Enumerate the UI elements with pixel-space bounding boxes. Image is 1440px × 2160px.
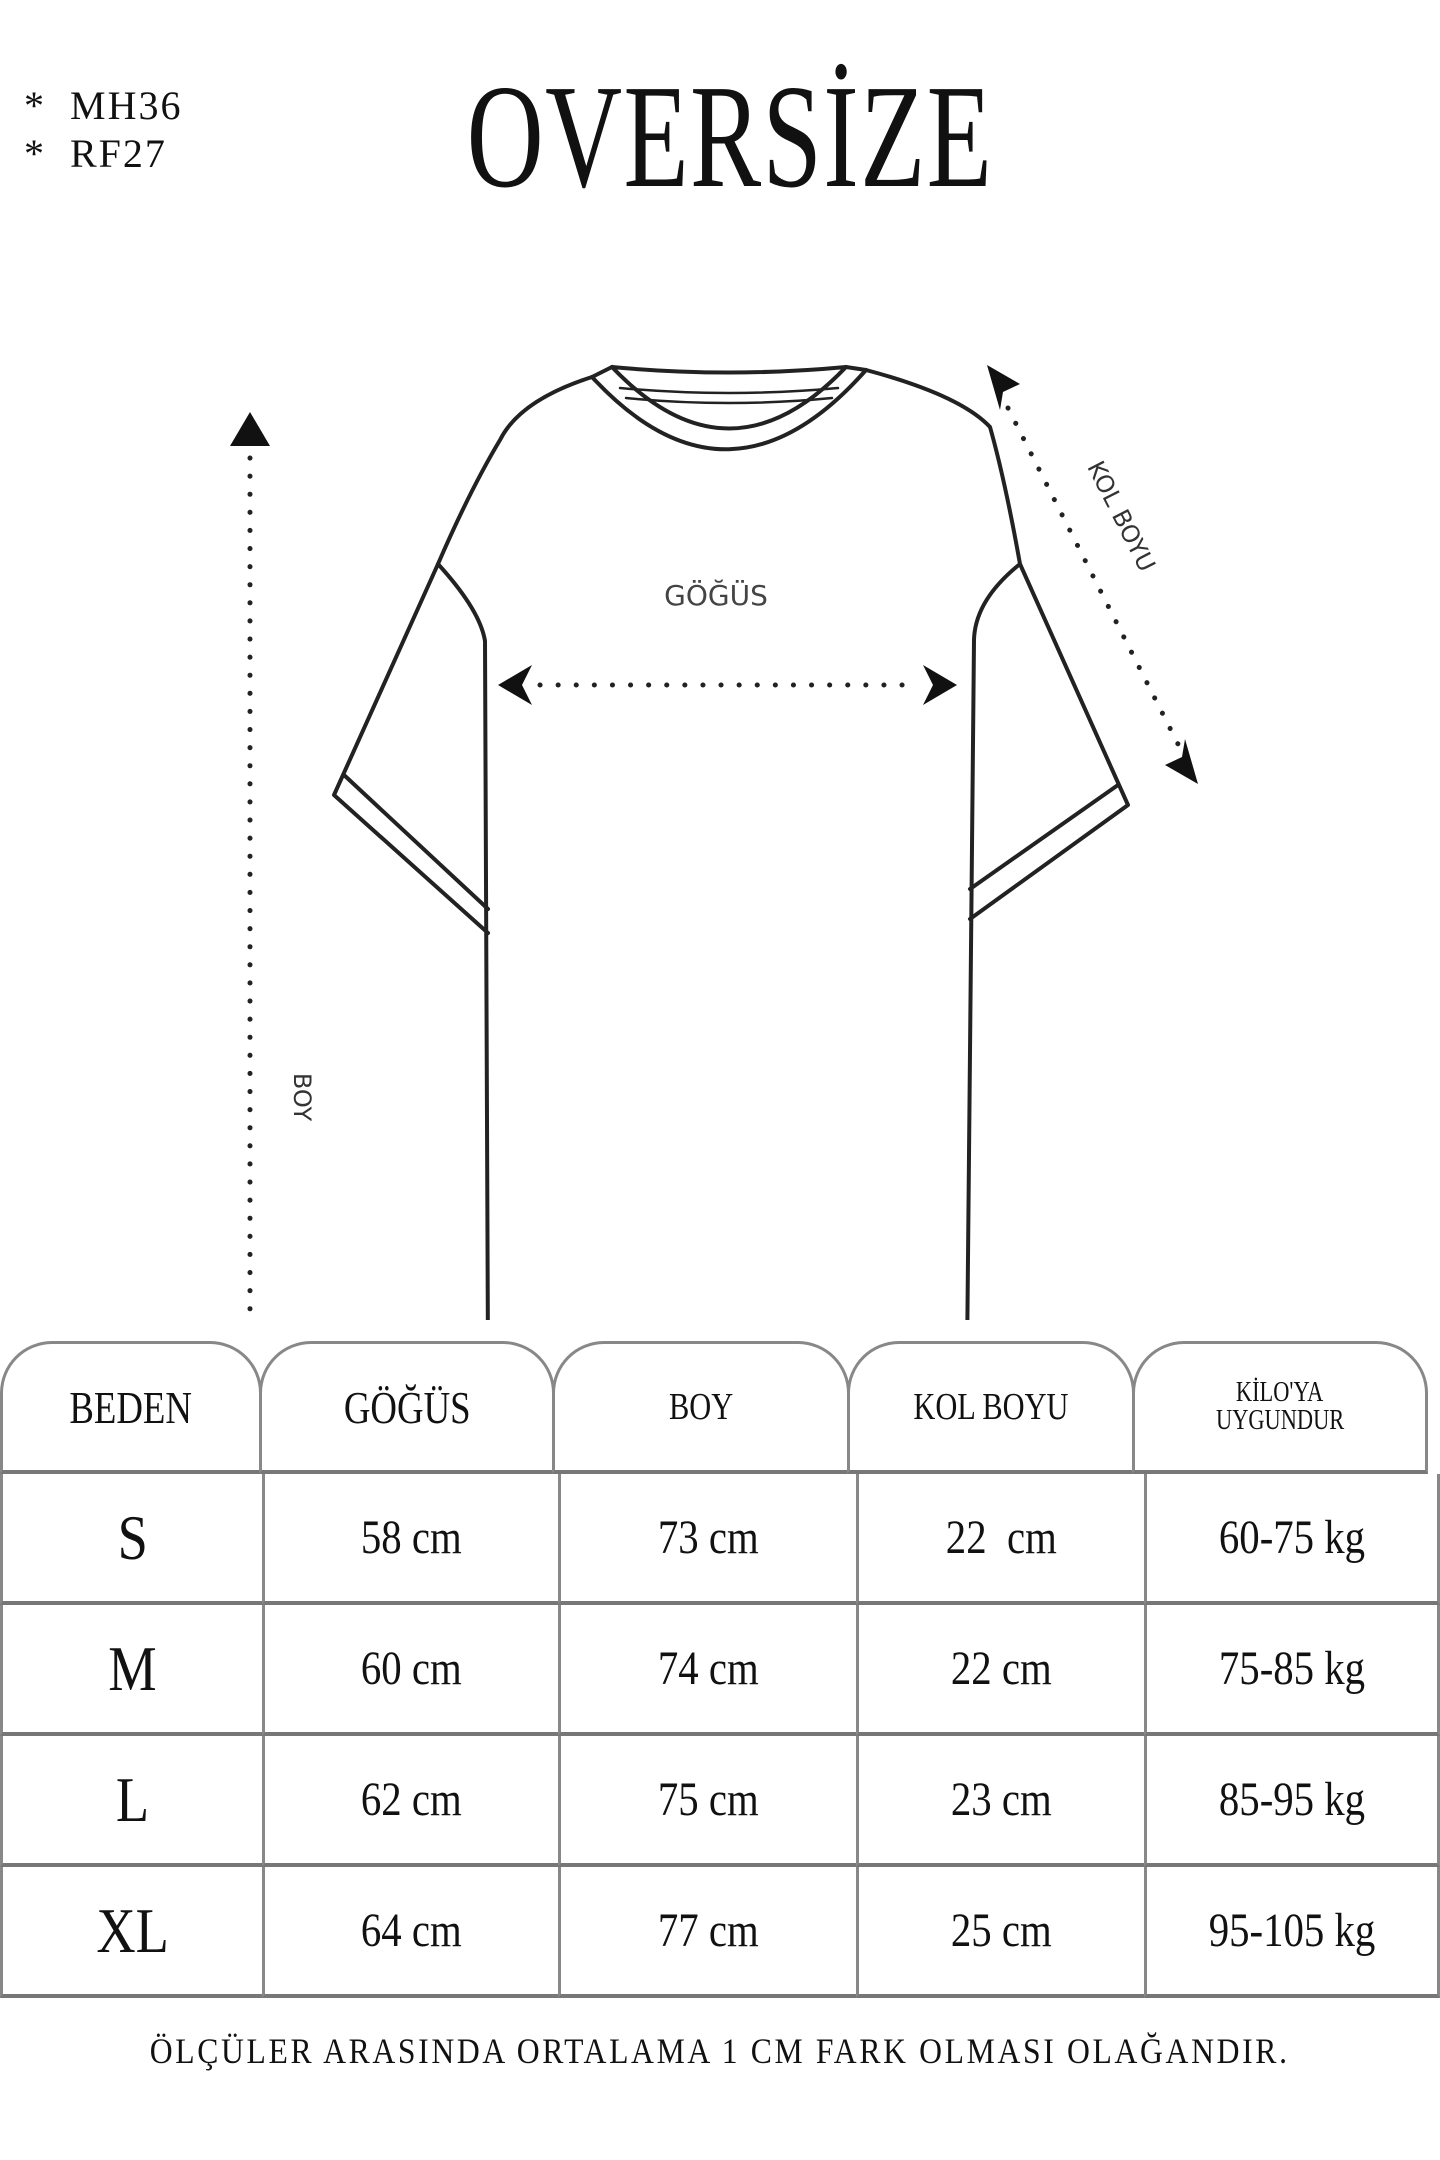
cell-size: L: [0, 1736, 262, 1867]
size-table: BEDEN GÖĞÜS BOY KOL BOYU KİLO'YA UYGUNDU…: [0, 1341, 1440, 1998]
cell-length: 77 cm: [558, 1867, 856, 1998]
length-label: BOY: [288, 1073, 316, 1122]
cell-weight: 85-95 kg: [1144, 1736, 1440, 1867]
cell-value: 73 cm: [658, 1511, 759, 1564]
table-row: S 58 cm 73 cm 22 cm 60-75 kg: [0, 1474, 1440, 1605]
product-codes: * MH36 * RF27: [24, 82, 182, 178]
tshirt-size-diagram: BOY GÖĞÜS KOL BOYU: [230, 365, 1198, 1320]
chest-arrow: [498, 665, 957, 705]
cell-value: 75 cm: [658, 1773, 759, 1826]
footer-text: ÖLÇÜLER ARASINDA ORTALAMA 1 CM FARK OLMA…: [150, 2031, 1290, 2071]
arrow-up-left-icon: [987, 365, 1020, 410]
header-label: GÖĞÜS: [343, 1381, 471, 1433]
cell-value: 22 cm: [951, 1642, 1052, 1695]
header-sleeve: KOL BOYU: [847, 1341, 1135, 1474]
arrow-up-icon: [230, 412, 270, 446]
cell-value: 58 cm: [361, 1511, 462, 1564]
cell-size: XL: [0, 1867, 262, 1998]
cell-weight: 95-105 kg: [1144, 1867, 1440, 1998]
cell-value: XL: [96, 1894, 169, 1966]
tshirt-outline: [332, 365, 1130, 1320]
cell-sleeve: 23 cm: [856, 1736, 1144, 1867]
cell-length: 73 cm: [558, 1474, 856, 1605]
cell-value: S: [117, 1501, 148, 1573]
cell-value: 62 cm: [361, 1773, 462, 1826]
cell-value: L: [115, 1763, 150, 1835]
cell-size: M: [0, 1605, 262, 1736]
chest-label: GÖĞÜS: [664, 578, 768, 612]
header-size: BEDEN: [0, 1341, 262, 1474]
cell-weight: 75-85 kg: [1144, 1605, 1440, 1736]
cell-value: 74 cm: [658, 1642, 759, 1695]
page-title: OVERSİZE: [466, 55, 994, 219]
cell-chest: 64 cm: [262, 1867, 558, 1998]
arrow-right-icon: [923, 665, 957, 705]
cell-value: 64 cm: [361, 1904, 462, 1957]
cell-length: 74 cm: [558, 1605, 856, 1736]
footer-note: ÖLÇÜLER ARASINDA ORTALAMA 1 CM FARK OLMA…: [0, 2030, 1440, 2072]
cell-value: 75-85 kg: [1218, 1642, 1366, 1695]
header-label: KOL BOYU: [913, 1386, 1069, 1428]
cell-chest: 58 cm: [262, 1474, 558, 1605]
sleeve-label: KOL BOYU: [1081, 456, 1161, 576]
cell-sleeve: 22 cm: [856, 1474, 1144, 1605]
cell-sleeve: 22 cm: [856, 1605, 1144, 1736]
header-label: UYGUNDUR: [1215, 1405, 1345, 1436]
table-header: BEDEN GÖĞÜS BOY KOL BOYU KİLO'YA UYGUNDU…: [0, 1341, 1440, 1474]
header-weight: KİLO'YA UYGUNDUR: [1132, 1341, 1428, 1474]
header-length: BOY: [552, 1341, 850, 1474]
cell-value: M: [108, 1632, 157, 1704]
cell-value: 60 cm: [361, 1642, 462, 1695]
table-row: L 62 cm 75 cm 23 cm 85-95 kg: [0, 1736, 1440, 1867]
product-code: * MH36: [24, 83, 183, 128]
table-row: M 60 cm 74 cm 22 cm 75-85 kg: [0, 1605, 1440, 1736]
cell-value: 23 cm: [951, 1773, 1052, 1826]
arrow-left-icon: [498, 665, 532, 705]
product-code: * RF27: [24, 131, 167, 176]
cell-weight: 60-75 kg: [1144, 1474, 1440, 1605]
cell-value: 95-105 kg: [1208, 1904, 1376, 1957]
cell-sleeve: 25 cm: [856, 1867, 1144, 1998]
cell-value: 60-75 kg: [1218, 1511, 1366, 1564]
arrow-down-right-icon: [1165, 739, 1198, 784]
cell-value: 85-95 kg: [1218, 1773, 1366, 1826]
header-chest: GÖĞÜS: [259, 1341, 555, 1474]
cell-chest: 62 cm: [262, 1736, 558, 1867]
cell-chest: 60 cm: [262, 1605, 558, 1736]
cell-value: 77 cm: [658, 1904, 759, 1957]
cell-length: 75 cm: [558, 1736, 856, 1867]
length-arrow: [230, 412, 270, 1320]
table-row: XL 64 cm 77 cm 25 cm 95-105 kg: [0, 1867, 1440, 1998]
header-label: BEDEN: [69, 1381, 193, 1433]
cell-size: S: [0, 1474, 262, 1605]
sleeve-arrow: [987, 365, 1198, 784]
header-label: BOY: [668, 1386, 734, 1428]
cell-value: 25 cm: [951, 1904, 1052, 1957]
cell-value: 22 cm: [945, 1511, 1058, 1564]
header-label: KİLO'YA: [1236, 1377, 1324, 1408]
